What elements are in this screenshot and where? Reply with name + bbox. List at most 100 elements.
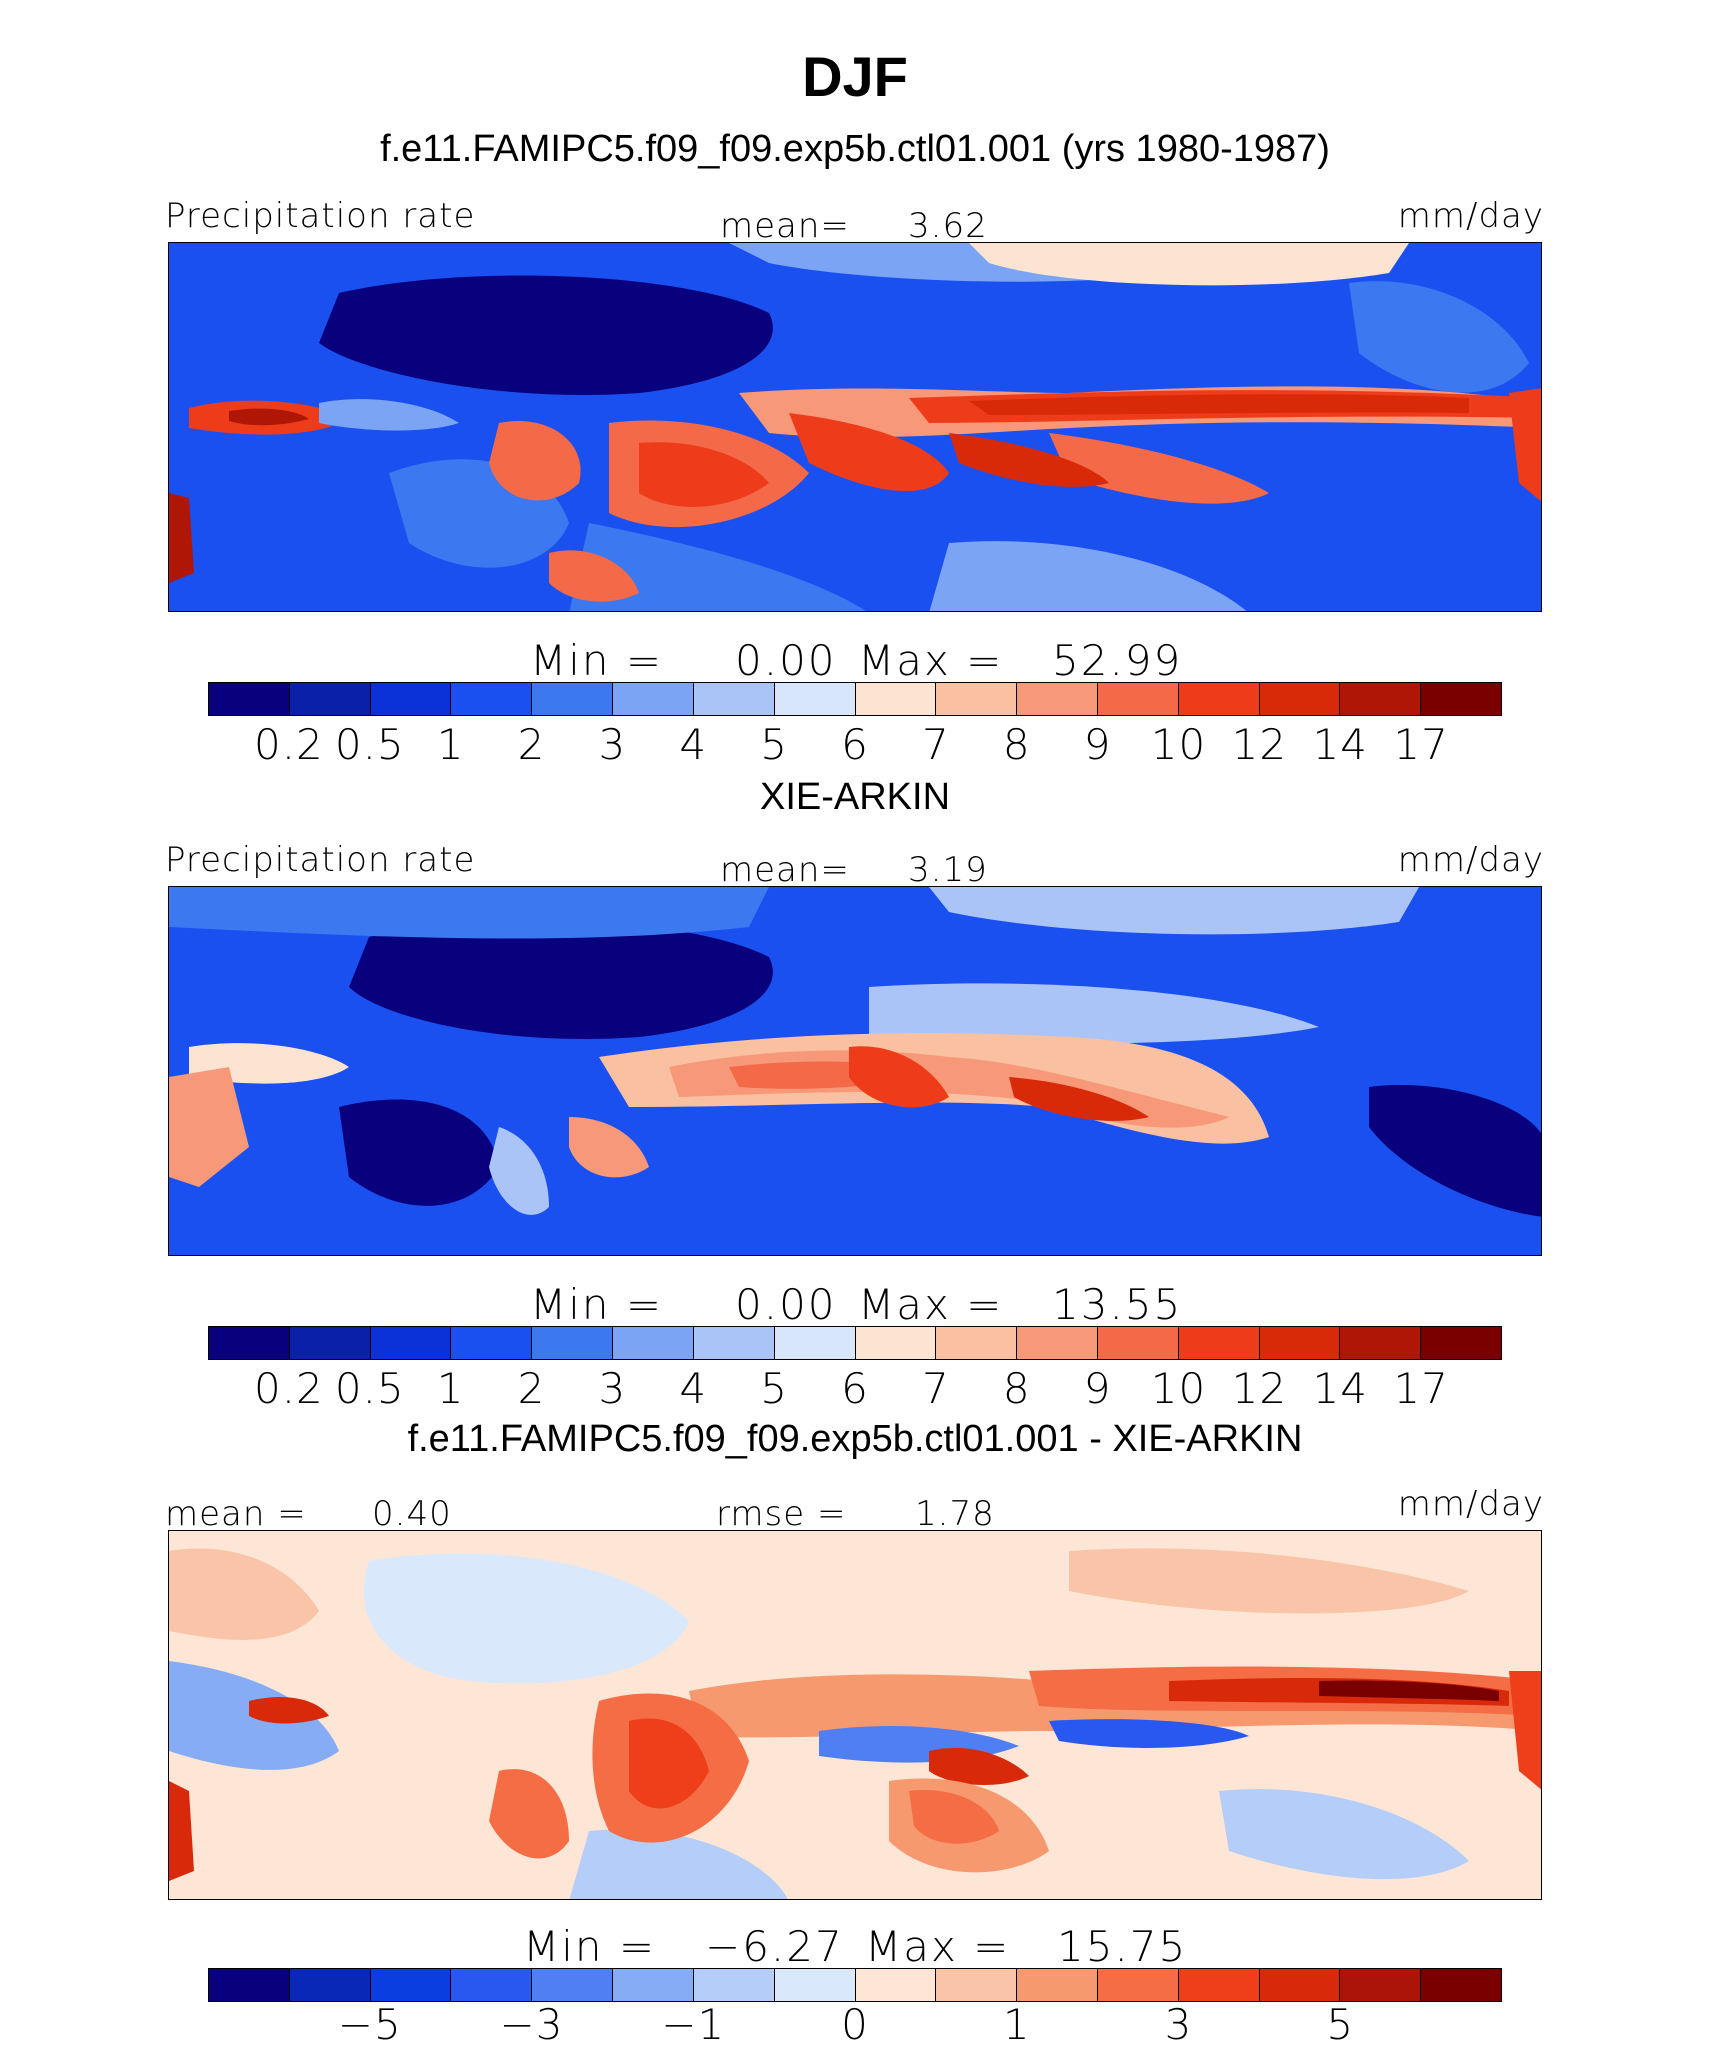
colorbar-swatch (855, 683, 937, 715)
panel-1-max-value: 52.99 (1052, 636, 1183, 685)
panel-3-rmse-label: rmse = (716, 1494, 847, 1534)
colorbar-tick-label: 0.2 (253, 720, 324, 769)
colorbar-swatch (1340, 1969, 1422, 2001)
colorbar-tick-label: 7 (922, 720, 950, 769)
colorbar-swatch (289, 1327, 371, 1359)
colorbar-swatch (1017, 683, 1098, 715)
panel-2-max-label: Max = (858, 1280, 1004, 1329)
colorbar-swatch (774, 1969, 856, 2001)
colorbar-tick-label: 3 (598, 720, 627, 769)
colorbar-tick-label: 14 (1312, 1364, 1368, 1413)
colorbar-tick-label: −3 (499, 2000, 564, 2049)
colorbar-difference (208, 1968, 1502, 2002)
figure-title: DJF (802, 45, 908, 108)
colorbar-swatch (936, 683, 1018, 715)
colorbar-tick-label: 12 (1231, 720, 1288, 769)
colorbar-tick-label: 7 (922, 1364, 950, 1413)
colorbar-swatch (936, 1327, 1018, 1359)
colorbar-tick-label: 6 (841, 1364, 869, 1413)
colorbar-swatch (1421, 1327, 1501, 1359)
colorbar-tick-label: 9 (1083, 1364, 1112, 1413)
panel-2-units: mm/day (1397, 840, 1544, 880)
panel-1-variable-label: Precipitation rate (165, 196, 476, 236)
colorbar-tick-label: 0 (841, 2000, 869, 2049)
panel-3-max-value: 15.75 (1057, 1922, 1188, 1971)
colorbar-tick-label: 1 (436, 1364, 465, 1413)
colorbar-swatch (693, 1969, 775, 2001)
panel-2-max-value: 13.55 (1052, 1280, 1183, 1329)
colorbar-tick-label: 10 (1150, 1364, 1207, 1413)
panel-1-mean-label: mean= (720, 206, 850, 246)
colorbar-swatch (1178, 1327, 1260, 1359)
precip-field-difference (169, 1531, 1541, 1899)
colorbar-swatch (451, 1969, 533, 2001)
colorbar-swatch (451, 683, 533, 715)
map-panel-difference (168, 1530, 1542, 1900)
colorbar-tick-label: 17 (1393, 1364, 1449, 1413)
colorbar-swatch (774, 1327, 856, 1359)
colorbar-swatch (370, 1969, 452, 2001)
colorbar-swatch (1178, 1969, 1260, 2001)
colorbar-tick-label: 4 (679, 1364, 708, 1413)
panel-3-units: mm/day (1397, 1484, 1544, 1524)
colorbar-swatch (1097, 1327, 1179, 1359)
colorbar-swatch (532, 683, 614, 715)
colorbar-tick-label: −5 (337, 2000, 402, 2049)
panel-1-header: f.e11.FAMIPC5.f09_f09.exp5b.ctl01.001 (y… (380, 128, 1330, 170)
colorbar-swatch (936, 1969, 1018, 2001)
colorbar-model (208, 682, 1502, 716)
colorbar-tick-label: 2 (517, 720, 546, 769)
colorbar-swatch (532, 1327, 614, 1359)
colorbar-swatch (613, 683, 694, 715)
colorbar-tick-label: 5 (760, 720, 788, 769)
colorbar-swatch (1259, 1327, 1341, 1359)
colorbar-tick-label: 1 (1002, 2000, 1031, 2049)
colorbar-tick-label: 2 (517, 1364, 546, 1413)
colorbar-swatch (855, 1327, 937, 1359)
panel-3-min-value: −6.27 (705, 1922, 844, 1971)
colorbar-tick-label: 4 (679, 720, 708, 769)
panel-2-mean-value: 3.19 (908, 850, 988, 890)
colorbar-swatch (1097, 683, 1179, 715)
colorbar-swatch (693, 683, 775, 715)
colorbar-swatch (855, 1969, 937, 2001)
colorbar-swatch (1259, 1969, 1341, 2001)
colorbar-swatch (451, 1327, 533, 1359)
panel-3-min-label: Min = (523, 1922, 657, 1971)
colorbar-swatch (1421, 683, 1501, 715)
panel-1-mean-value: 3.62 (908, 206, 988, 246)
colorbar-swatch (370, 683, 452, 715)
colorbar-swatch (1017, 1969, 1098, 2001)
panel-3-mean-label: mean = (165, 1494, 307, 1534)
colorbar-tick-label: 10 (1150, 720, 1207, 769)
panel-2-min-value: 0.00 (735, 1280, 837, 1329)
colorbar-swatch (209, 683, 290, 715)
colorbar-swatch (1097, 1969, 1179, 2001)
panel-3-rmse-value: 1.78 (915, 1494, 995, 1534)
colorbar-swatch (613, 1327, 694, 1359)
panel-1-max-label: Max = (858, 636, 1004, 685)
precip-field-model (169, 243, 1541, 611)
panel-3-mean-value: 0.40 (372, 1494, 452, 1534)
precip-field-observations (169, 887, 1541, 1255)
colorbar-tick-label: 0.5 (334, 720, 405, 769)
colorbar-swatch (1259, 683, 1341, 715)
colorbar-tick-label: 9 (1083, 720, 1112, 769)
panel-1-min-value: 0.00 (735, 636, 837, 685)
colorbar-swatch (774, 683, 856, 715)
colorbar-tick-label: 12 (1231, 1364, 1288, 1413)
colorbar-tick-label: 3 (1164, 2000, 1193, 2049)
colorbar-swatch (1340, 1327, 1422, 1359)
colorbar-swatch (289, 683, 371, 715)
panel-2-mean-label: mean= (720, 850, 850, 890)
colorbar-swatch (1178, 683, 1260, 715)
colorbar-swatch (209, 1327, 290, 1359)
colorbar-tick-label: 0.5 (334, 1364, 405, 1413)
colorbar-tick-label: 8 (1002, 1364, 1031, 1413)
colorbar-tick-label: 5 (1326, 2000, 1355, 2049)
panel-3-header: f.e11.FAMIPC5.f09_f09.exp5b.ctl01.001 - … (407, 1418, 1303, 1460)
colorbar-tick-label: 8 (1002, 720, 1031, 769)
panel-2-min-label: Min = (530, 1280, 664, 1329)
colorbar-swatch (693, 1327, 775, 1359)
panel-2-variable-label: Precipitation rate (165, 840, 476, 880)
